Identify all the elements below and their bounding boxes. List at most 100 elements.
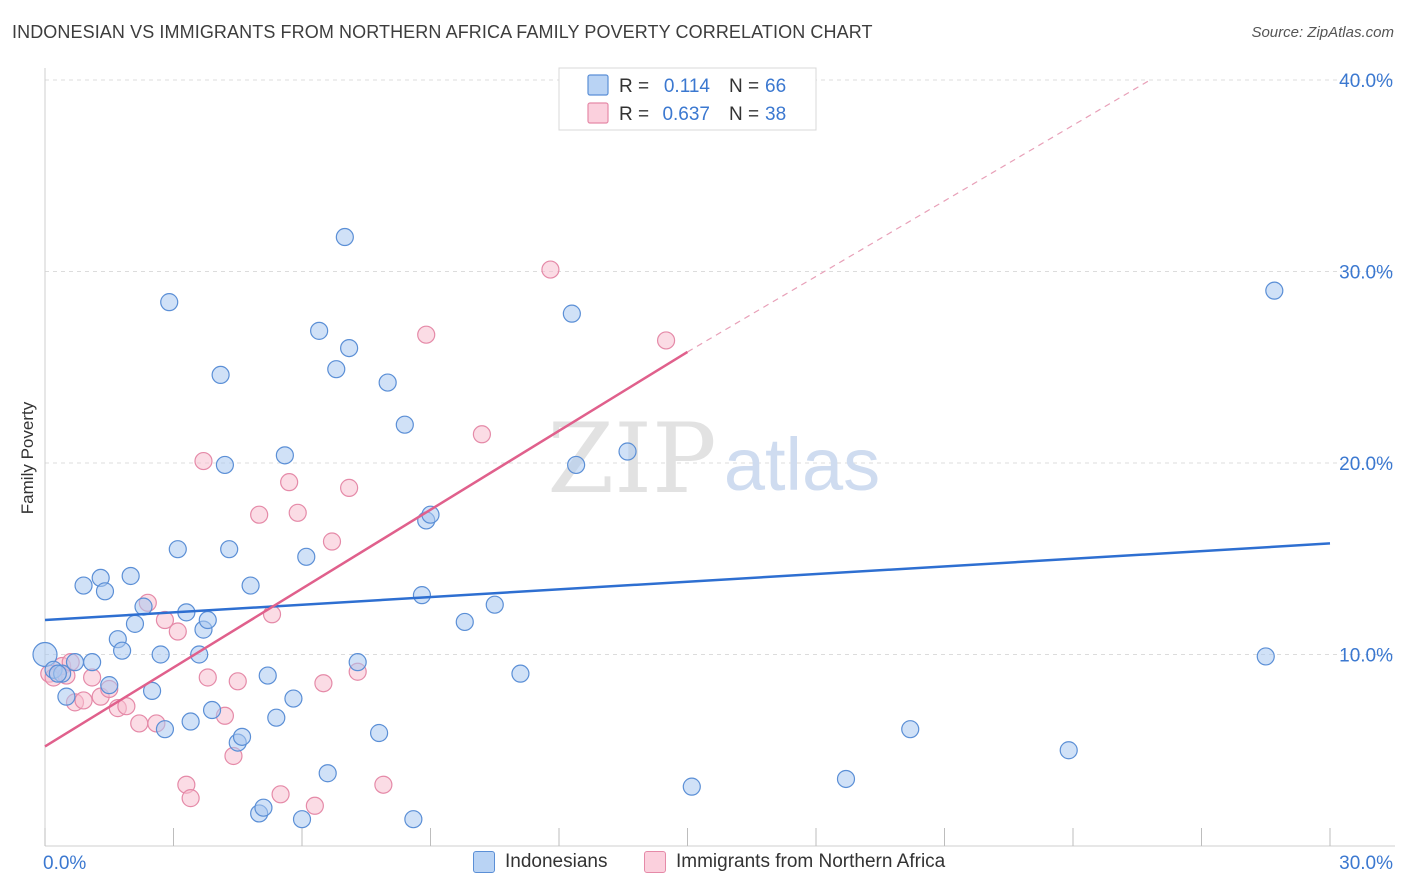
indonesian-point-16 <box>151 645 170 664</box>
indonesian-point-13 <box>125 614 145 633</box>
indonesian-point-5 <box>83 653 102 672</box>
indonesian-point-50 <box>412 586 432 605</box>
indonesian-point-53 <box>455 612 474 632</box>
indonesian-point-64 <box>1265 281 1284 300</box>
indonesian-points <box>32 227 1284 829</box>
indonesian-point-44 <box>340 339 359 358</box>
indonesian-point-15 <box>142 681 162 700</box>
indonesian-point-37 <box>284 689 303 708</box>
africa-point-24 <box>250 505 269 524</box>
legend-r-label-0: R = <box>619 76 649 97</box>
indonesian-point-28 <box>220 540 239 559</box>
legend-swatch-indonesian <box>587 74 609 96</box>
indonesian-point-38 <box>292 810 312 829</box>
indonesian-point-42 <box>327 360 346 379</box>
indonesian-point-47 <box>378 373 397 392</box>
x-tick-label-1: 30.0% <box>1339 853 1393 874</box>
trend-lines <box>44 79 1331 748</box>
africa-point-31 <box>322 532 342 551</box>
legend-n-label-1: N = <box>729 104 759 125</box>
indonesian-point-45 <box>348 653 367 672</box>
legend-n-value-0: 66 <box>765 76 786 97</box>
y-tick-label-2: 30.0% <box>1339 263 1393 284</box>
legend-n-label-0: N = <box>729 76 759 97</box>
indonesian-point-34 <box>258 666 277 685</box>
indonesian-point-18 <box>160 293 179 312</box>
legend-swatch-africa <box>587 102 609 124</box>
africa-point-28 <box>288 503 307 522</box>
indonesian-point-9 <box>100 676 119 695</box>
africa-trend-line <box>44 350 689 748</box>
indonesian-point-36 <box>275 446 294 465</box>
africa-point-32 <box>340 478 359 497</box>
tick-labels: 10.0% 20.0% 30.0% 40.0% 0.0% 30.0% <box>43 71 1393 874</box>
africa-point-37 <box>541 260 560 279</box>
indonesian-point-6 <box>74 576 93 595</box>
chart-title: INDONESIAN VS IMMIGRANTS FROM NORTHERN A… <box>12 22 873 42</box>
indonesian-point-57 <box>567 455 586 475</box>
africa-point-19 <box>194 451 213 471</box>
indonesian-point-33 <box>254 798 273 817</box>
africa-point-12 <box>130 714 149 733</box>
legend-top: R = 0.114 N = 66 R = 0.637 N = 38 <box>558 67 817 131</box>
indonesian-point-56 <box>562 304 581 323</box>
africa-swatch <box>644 851 666 873</box>
indonesian-point-12 <box>121 566 140 586</box>
africa-points <box>40 260 676 815</box>
y-tick-label-0: 10.0% <box>1339 646 1393 667</box>
indonesian-point-41 <box>318 764 337 783</box>
indonesian-point-31 <box>241 576 260 595</box>
legend-r-value-1: 0.637 <box>662 104 710 125</box>
africa-point-15 <box>155 610 175 630</box>
watermark: ZIP atlas <box>547 403 880 515</box>
africa-point-36 <box>472 425 491 444</box>
legend-item-africa[interactable]: Immigrants from Northern Africa <box>644 851 945 873</box>
africa-point-20 <box>198 668 217 687</box>
indonesian-point-43 <box>335 227 354 247</box>
indonesian-point-65 <box>48 664 67 683</box>
indonesian-point-40 <box>310 321 329 340</box>
indonesian-point-4 <box>65 653 85 672</box>
africa-point-16 <box>168 622 187 641</box>
legend-label-indonesians: Indonesians <box>505 851 608 872</box>
y-tick-label-1: 20.0% <box>1339 454 1393 475</box>
indonesian-point-19 <box>168 540 187 559</box>
legend-r-label-1: R = <box>619 104 649 125</box>
africa-point-6 <box>74 691 93 710</box>
indonesian-point-48 <box>395 415 414 434</box>
legend-r-value-0: 0.114 <box>664 76 711 97</box>
indonesian-point-30 <box>232 727 252 746</box>
indonesian-point-0 <box>32 641 58 668</box>
watermark-atlas: atlas <box>724 423 880 506</box>
source-credit: Source: ZipAtlas.com <box>1251 24 1394 41</box>
indonesian-point-60 <box>836 769 856 789</box>
axes <box>44 68 1395 847</box>
africa-point-34 <box>374 775 393 794</box>
indonesian-point-46 <box>370 723 389 743</box>
indonesian-point-39 <box>297 547 316 566</box>
indonesian-point-27 <box>215 455 234 475</box>
africa-point-30 <box>314 674 333 693</box>
legend-n-value-1: 38 <box>765 104 786 125</box>
indonesian-point-3 <box>57 687 76 706</box>
indonesian-trend-line <box>44 542 1331 622</box>
indonesian-point-17 <box>155 720 175 739</box>
x-tick-label-0: 0.0% <box>43 853 86 874</box>
indonesian-point-62 <box>1059 741 1078 760</box>
y-axis-title: Family Poverty <box>18 401 37 514</box>
africa-point-7 <box>83 668 102 687</box>
indonesian-point-24 <box>198 610 217 630</box>
africa-trend-extension <box>687 79 1151 353</box>
indonesian-point-49 <box>404 810 423 829</box>
indonesian-point-8 <box>95 582 115 601</box>
indonesian-point-25 <box>202 700 222 720</box>
legend-label-africa: Immigrants from Northern Africa <box>676 851 946 872</box>
y-axis-title-group: Family Poverty <box>18 401 37 514</box>
legend-item-indonesians[interactable]: Indonesians <box>473 851 607 873</box>
indonesian-point-21 <box>181 712 200 731</box>
indonesian-point-63 <box>1256 647 1275 666</box>
africa-point-29 <box>305 796 324 815</box>
africa-point-27 <box>280 473 299 492</box>
indonesian-point-58 <box>618 442 637 461</box>
